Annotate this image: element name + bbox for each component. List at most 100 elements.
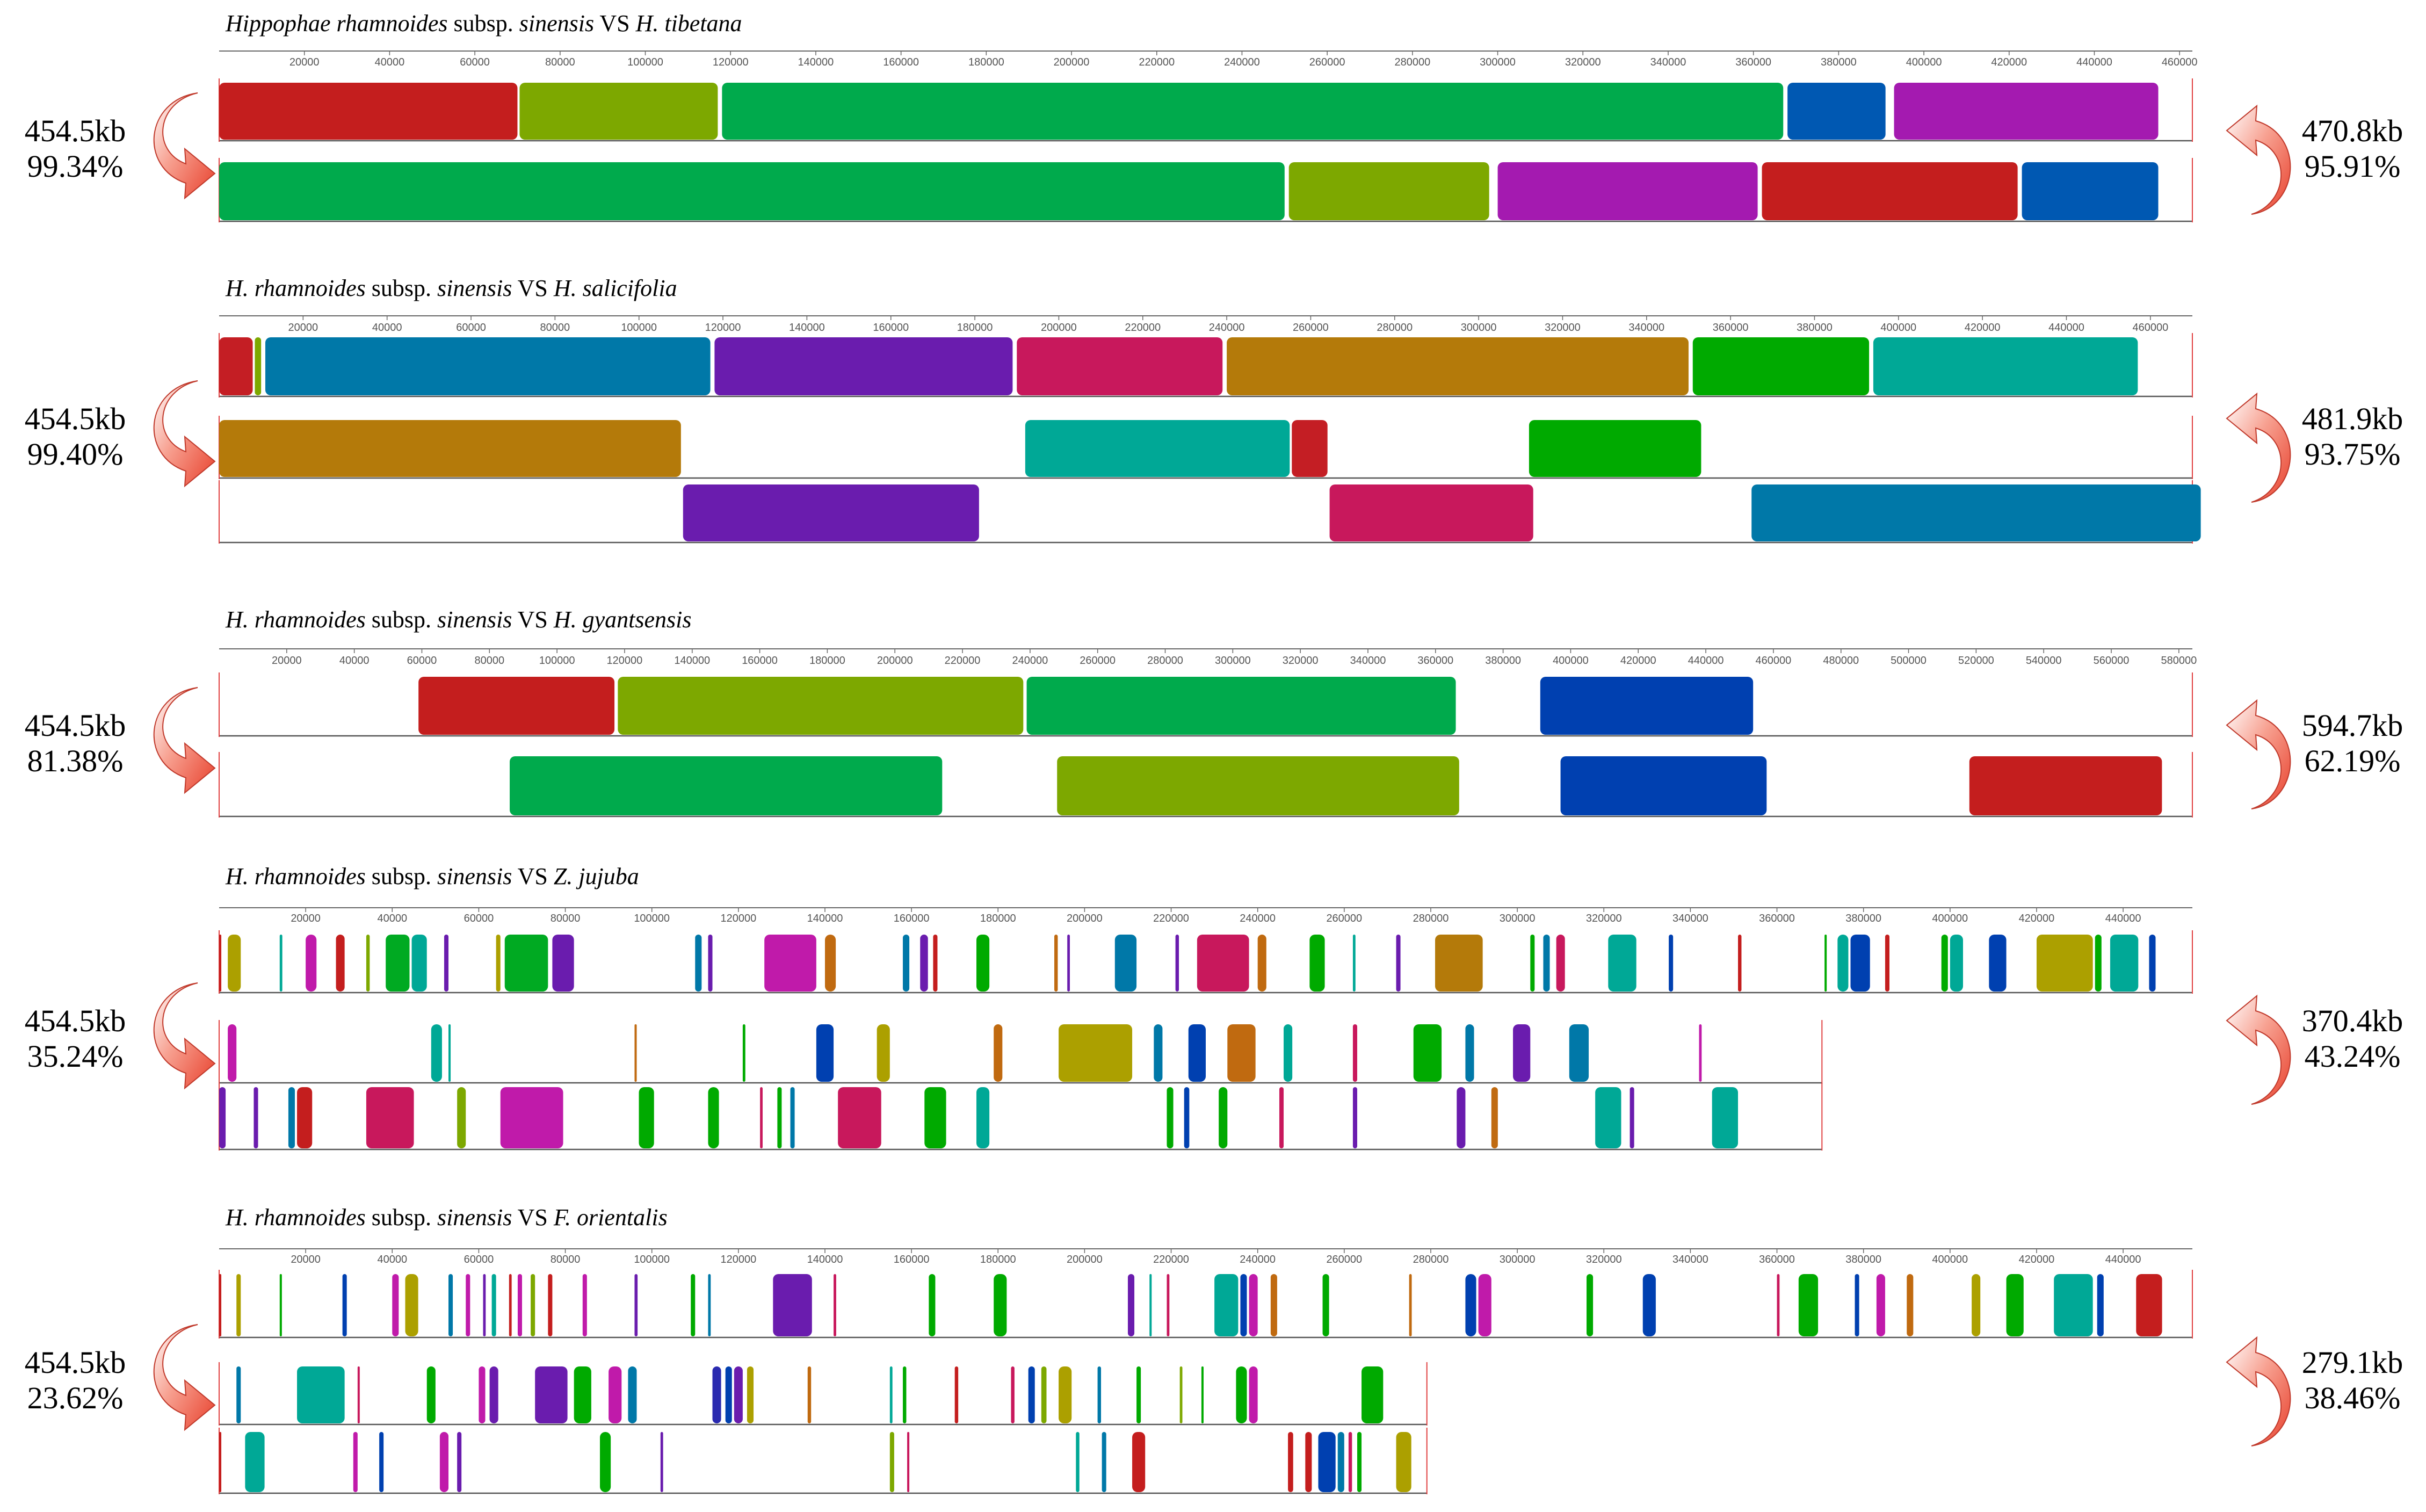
lcb-block-navy [1642,1274,1656,1336]
lcb-block-aqua [1595,1087,1621,1148]
lcb-block-teal [448,1274,453,1336]
lcb-block-bright_green [386,935,410,992]
lcb-block-navy [1188,1024,1206,1082]
ruler-tick-label: 140000 [807,913,843,924]
lcb-block-aqua [1149,1274,1152,1336]
ruler-tick-label: 20000 [289,56,320,68]
lcb-block-lime [924,1087,946,1148]
ruler-tick-label: 220000 [1139,56,1175,68]
lcb-block-crimson [366,1087,414,1148]
ruler-tick-label: 520000 [1958,655,1994,667]
lcb-block-lime [742,1024,745,1082]
ruler-tick-label: 300000 [1500,1254,1536,1265]
genome-row-1 [219,930,2193,994]
panel-title: Hippophae rhamnoides subsp. sinensis VS … [225,10,742,37]
lcb-block-blue [2022,162,2159,220]
ruler-tick-label: 280000 [1413,913,1449,924]
genome-row-2 [219,1020,1823,1084]
ruler-tick-label: 320000 [1586,913,1622,924]
ruler-tick-label: 440000 [1688,655,1724,667]
ruler-tick-label: 540000 [2026,655,2062,667]
genome-row-2 [219,752,2193,818]
genome-row-2 [219,158,2193,222]
lcb-block-aqua [1712,1087,1739,1148]
ruler-tick-label: 280000 [1377,322,1413,334]
lcb-block-violet [1067,935,1070,992]
lcb-block-violet [920,935,928,992]
lcb-block-teal [1114,935,1137,992]
ruler-tick-label: 220000 [1125,322,1161,334]
ruler-tick-label: 340000 [1672,913,1708,924]
lcb-block-violet [552,935,574,992]
ruler-tick-label: 460000 [2132,322,2168,334]
ruler-tick-label: 360000 [1759,913,1795,924]
lcb-block-crimson [1777,1274,1780,1336]
ruler-tick-label: 440000 [2105,1254,2141,1265]
lcb-block-olive [531,1274,535,1336]
ruler-tick-label: 180000 [809,655,845,667]
ruler-tick-label: 40000 [339,655,370,667]
ruler-tick-label: 260000 [1080,655,1116,667]
lcb-block-brown [1435,935,1483,992]
ruler-tick-label: 40000 [372,322,402,334]
ruler-tick-label: 60000 [407,655,437,667]
ruler-tick-label: 200000 [1054,56,1090,68]
lcb-block-navy [342,1274,347,1336]
lcb-block-red [1969,756,2162,815]
lcb-block-lime [994,1274,1007,1336]
ruler-tick-label: 220000 [1153,913,1189,924]
lcb-block-red [2136,1274,2162,1336]
genome-row-2 [219,416,2193,479]
ruler-tick-label: 60000 [460,56,490,68]
right-genome-size: 370.4kb [2302,1003,2403,1038]
ruler-tick-label: 240000 [1224,56,1260,68]
lcb-block-navy [1540,677,1754,735]
lcb-block-violet [1175,935,1179,992]
lcb-block-red [219,1274,222,1336]
lcb-block-violet [457,1432,462,1492]
lcb-block-red2 [1292,420,1328,477]
lcb-block-teal [236,1366,241,1423]
lcb-block-violet [683,484,979,541]
lcb-block-violet [483,1274,486,1336]
lcb-block-red [297,1087,313,1148]
lcb-block-crimson [1348,1432,1352,1492]
lcb-block-red [418,677,615,735]
lcb-block-orange [1409,1274,1412,1336]
lcb-block-violet [634,1274,638,1336]
lcb-block-lime [1824,935,1827,992]
lcb-block-brown [1227,337,1689,395]
lcb-block-red [1738,935,1742,992]
lcb-block-aqua [1608,935,1636,992]
lcb-block-red [1132,1432,1146,1492]
lcb-block-lime [426,1366,436,1423]
lcb-block-red [219,83,518,140]
ruler-tick-label: 100000 [634,913,670,924]
ruler-tick-label: 400000 [1906,56,1942,68]
left-coverage-pct: 23.62% [27,1380,124,1415]
lcb-block-lime [1798,1274,1819,1336]
lcb-block-green [1026,677,1456,735]
lcb-block-violet [734,1366,743,1423]
lcb-block-lime [1322,1274,1329,1336]
lcb-block-green [510,756,943,815]
ruler-tick-label: 380000 [1485,655,1521,667]
ruler-tick-label: 80000 [474,655,504,667]
lcb-block-red [933,935,938,992]
lcb-block-orange [1491,1087,1498,1148]
lcb-block-teal [1465,1024,1474,1082]
lcb-block-olive [1041,1366,1047,1423]
panel-gyantsensis: H. rhamnoides subsp. sinensis VS H. gyan… [25,606,2403,818]
lcb-block-mustard [228,935,241,992]
ruler-tick-label: 120000 [705,322,741,334]
lcb-block-violet [254,1087,258,1148]
lcb-block-magenta [1249,1274,1258,1336]
lcb-block-navy [1989,935,2007,992]
lcb-block-crimson [1017,337,1223,395]
lcb-block-orange [1227,1024,1256,1082]
ruler-tick-label: 500000 [1891,655,1927,667]
